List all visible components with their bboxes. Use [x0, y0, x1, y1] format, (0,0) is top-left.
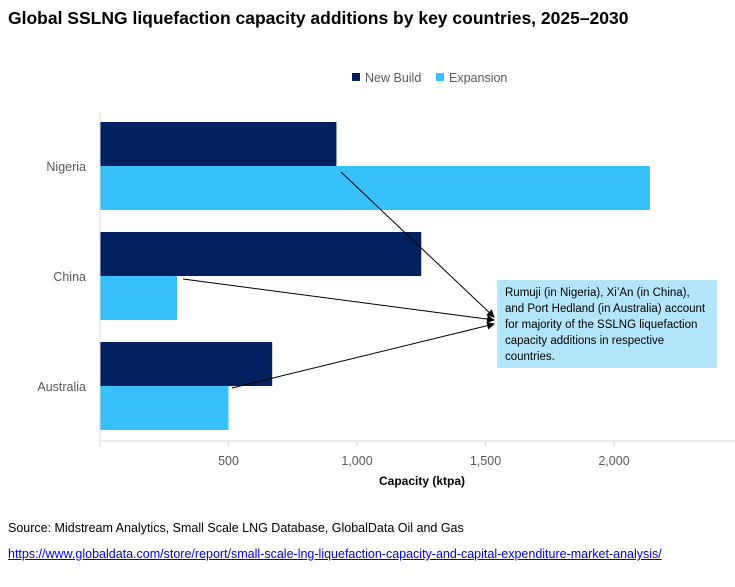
annotation-arrow-2	[231, 321, 495, 389]
legend-swatch-0	[352, 73, 360, 81]
x-tick-label: 500	[218, 454, 239, 468]
category-label: Australia	[37, 380, 86, 394]
bar-china-0	[100, 232, 422, 276]
category-label: China	[53, 270, 86, 284]
legend-label-1: Expansion	[449, 71, 507, 85]
bar-nigeria-0	[100, 122, 337, 166]
x-tick-label: 1,000	[341, 454, 372, 468]
legend-label-0: New Build	[365, 71, 421, 85]
annotation-arrow-0	[340, 171, 495, 318]
source-text: Source: Midstream Analytics, Small Scale…	[8, 521, 464, 535]
category-label: Nigeria	[46, 160, 86, 174]
bar-china-1	[100, 276, 178, 320]
annotation-box: Rumuji (in Nigeria), Xi’An (in China), a…	[497, 280, 717, 368]
annotation-arrow-1	[182, 278, 495, 324]
report-link[interactable]: https://www.globaldata.com/store/report/…	[8, 547, 662, 561]
chart-title: Global SSLNG liquefaction capacity addit…	[8, 8, 629, 28]
x-tick-label: 2,000	[598, 454, 629, 468]
x-axis-title: Capacity (ktpa)	[379, 474, 465, 488]
bar-australia-0	[100, 342, 273, 386]
bar-australia-1	[100, 386, 229, 430]
bar-chart: New Build Expansion Nigeria China Australia 5…	[37, 71, 735, 488]
x-tick-label: 1,500	[470, 454, 501, 468]
bar-nigeria-1	[100, 166, 650, 210]
legend-swatch-1	[436, 73, 444, 81]
